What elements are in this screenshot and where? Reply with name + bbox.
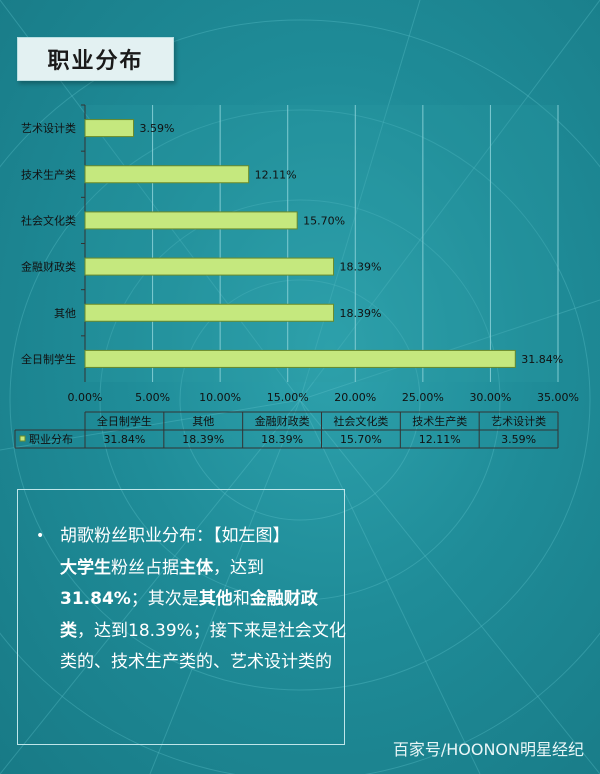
summary-bold-d: 其他 [198,589,233,609]
table-header: 艺术设计类 [491,414,546,428]
bar [84,257,335,276]
table-cell: 31.84% [103,433,145,446]
table-cell: 18.39% [261,433,303,446]
data-label: 31.84% [521,353,563,366]
x-tick-label: 5.00% [135,391,170,404]
data-label: 3.59% [140,122,175,135]
summary-bold-b: 主体 [179,557,213,578]
bullet-icon: • [36,528,45,544]
category-label: 艺术设计类 [21,121,76,135]
legend-key [19,435,26,442]
table-header: 社会文化类 [333,414,388,428]
bar-chart: 0.00% 5.00% 10.00% 15.00% 20.00% 25.00% 30.00%… [14,104,579,449]
data-label: 18.39% [340,307,382,320]
table-header: 全日制学生 [97,414,152,428]
summary-bold-e: 金融财政类 [60,589,318,641]
x-tick-label: 10.00% [199,391,241,404]
summary-bold-c: 31.84% [60,589,131,609]
category-label: 金融财政类 [21,260,76,274]
table-header: 其他 [192,415,214,428]
summary-seg-b: ，达到 [213,557,264,578]
bar [84,211,298,230]
category-label: 社会文化类 [21,213,76,227]
summary-seg-d: 和 [232,589,250,609]
summary-seg-c: ；其次是 [130,589,199,609]
summary-paragraph: 胡歌粉丝职业分布：【如左图】 大学生粉丝占据主体，达到 31.84%；其次是其他… [60,521,350,679]
table-cell: 18.39% [182,433,224,446]
bar [84,165,250,184]
category-label: 技术生产类 [21,167,76,181]
summary-seg-a: 粉丝占据 [111,557,179,578]
table-header: 金融财政类 [255,414,310,428]
x-tick-label: 25.00% [402,391,444,404]
bar [84,303,335,322]
watermark: 百家号/HOONON明星经纪 [392,740,584,759]
data-label: 15.70% [303,214,345,227]
bar [84,119,135,138]
x-tick-label: 15.00% [267,391,309,404]
table-cell: 15.70% [340,433,382,446]
x-tick-label: 35.00% [537,391,579,404]
data-label: 18.39% [340,261,382,274]
summary-bold-a: 大学生 [60,557,111,578]
table-cell: 3.59% [501,433,536,446]
page-title: 职业分布 [17,37,174,81]
plot-area [85,105,558,382]
summary-line1: 胡歌粉丝职业分布：【如左图】 [60,526,290,546]
data-label: 12.11% [255,168,297,181]
table-cell: 12.11% [419,433,461,446]
summary-seg-e: ，达到18.39%；接下来是社会文化类的、技术生产类的、艺术设计类的 [60,620,346,673]
bar [84,349,516,368]
text-panel [17,489,345,745]
category-label: 全日制学生 [21,352,76,366]
table-row-label: 职业分布 [29,433,73,446]
table-header: 技术生产类 [412,414,467,428]
x-tick-label: 30.00% [469,391,511,404]
category-label: 其他 [54,307,76,320]
x-tick-label: 0.00% [68,391,103,404]
x-tick-label: 20.00% [334,391,376,404]
